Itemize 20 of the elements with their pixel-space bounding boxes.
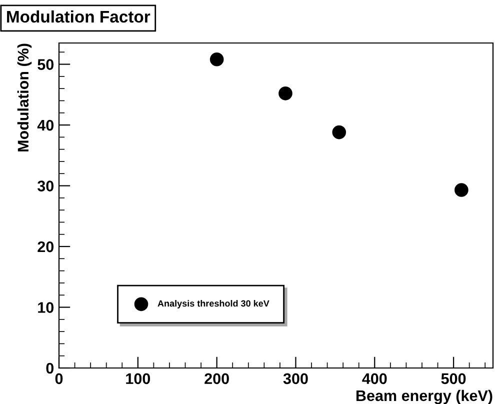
point <box>210 52 224 66</box>
y-tick-label: 10 <box>38 302 54 313</box>
x-axis-title: Beam energy (keV) <box>356 390 492 404</box>
x-tick-label: 0 <box>55 373 63 384</box>
point <box>332 125 346 140</box>
y-tick-label: 50 <box>38 59 54 70</box>
chart-title: Modulation Factor <box>7 10 150 23</box>
y-tick-label: 0 <box>46 362 54 374</box>
x-tick-label: 100 <box>126 373 150 384</box>
y-axis-title: Modulation (%) <box>17 44 32 152</box>
point <box>278 86 292 100</box>
x-tick-label: 500 <box>441 373 466 384</box>
y-tick-label: 30 <box>38 180 54 192</box>
legend-label: Analysis threshold 30 keV <box>158 300 270 308</box>
y-tick-label: 40 <box>37 120 54 131</box>
x-tick-label: 300 <box>283 373 308 384</box>
x-tick-label: 400 <box>362 373 387 384</box>
y-tick-label: 20 <box>38 241 54 252</box>
point <box>454 183 468 197</box>
x-tick-label: 200 <box>204 373 229 384</box>
